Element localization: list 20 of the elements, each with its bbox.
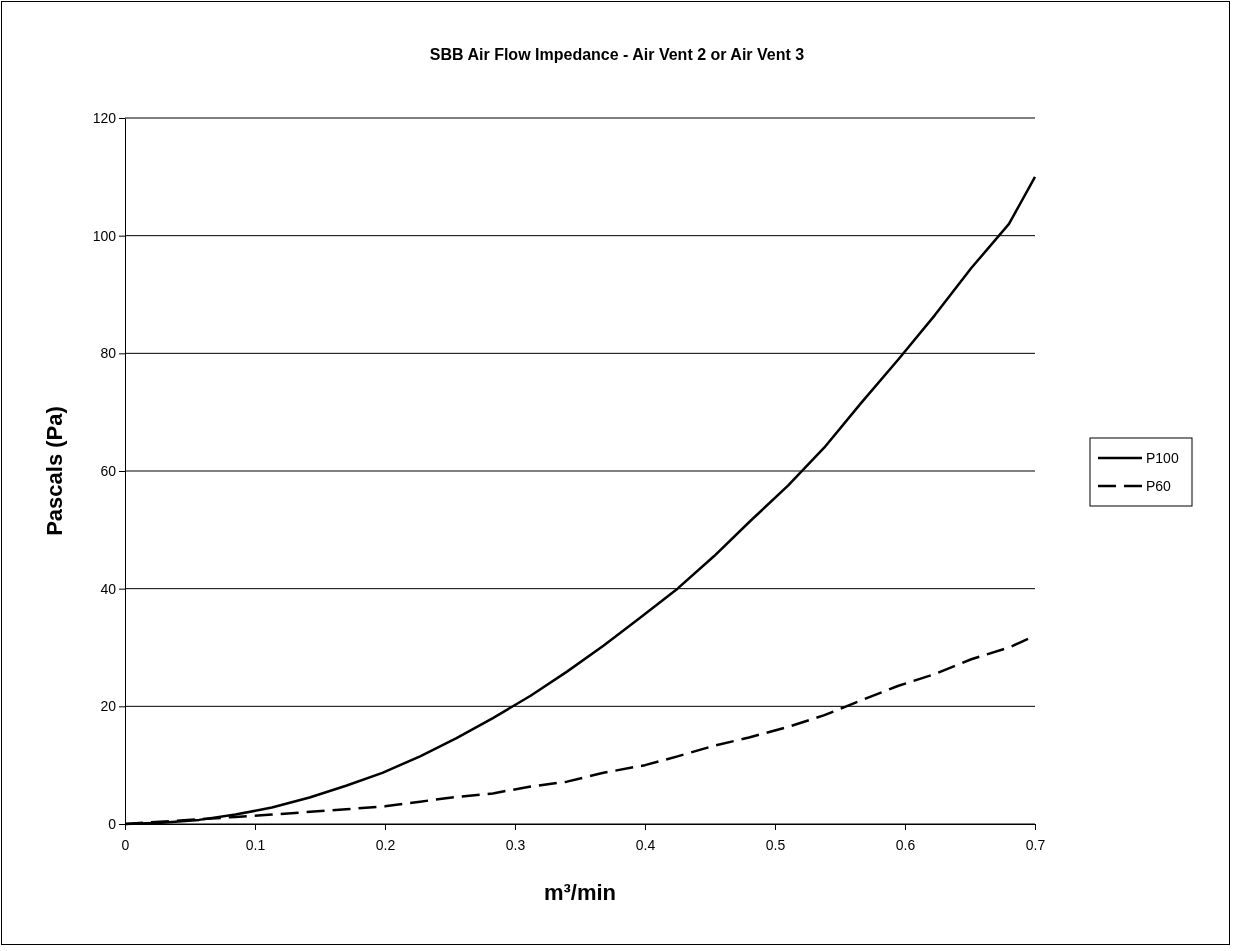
y-tick-label: 20 — [100, 698, 117, 715]
y-tick-label: 80 — [100, 345, 117, 362]
x-tick-label: 0.6 — [895, 836, 916, 853]
legend-label: P60 — [1146, 478, 1172, 494]
x-tick-label: 0.1 — [245, 836, 266, 853]
y-tick-label: 120 — [92, 109, 117, 126]
legend-label: P100 — [1146, 450, 1179, 466]
x-tick-label: 0.4 — [635, 836, 656, 853]
x-axis-title: m³/min — [543, 880, 617, 905]
x-tick-label: 0.7 — [1025, 836, 1046, 853]
y-tick-label: 40 — [100, 580, 117, 597]
y-tick-label: 0 — [108, 815, 117, 832]
y-tick-label: 60 — [100, 462, 117, 479]
x-tick-label: 0.2 — [375, 836, 396, 853]
y-tick-label: 100 — [92, 227, 117, 244]
chart-title: SBB Air Flow Impedance - Air Vent 2 or Air Vent 3 — [429, 46, 805, 63]
x-tick-label: 0.5 — [765, 836, 786, 853]
x-tick-label: 0.3 — [505, 836, 526, 853]
x-tick-label: 0 — [121, 836, 130, 853]
y-axis-title: Pascals (Pa) — [42, 406, 67, 536]
